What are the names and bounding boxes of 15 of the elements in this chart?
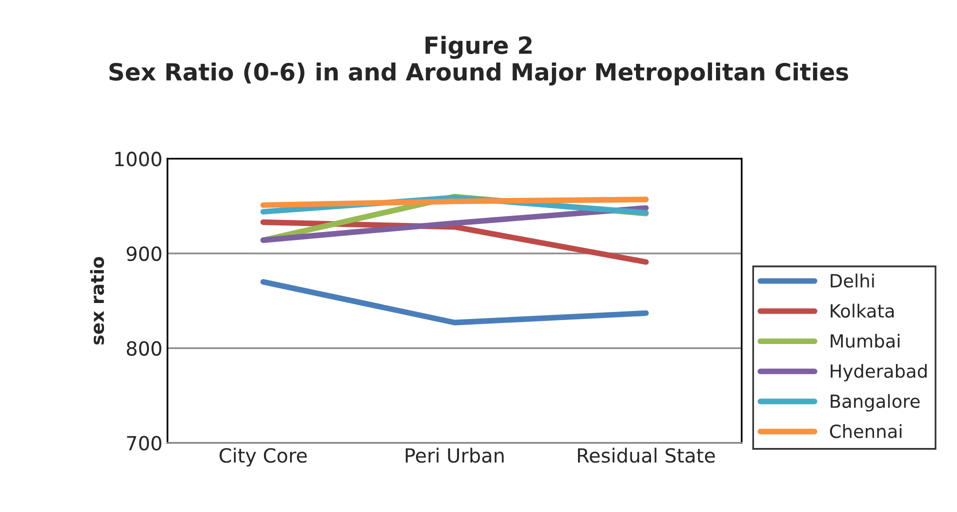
x-tick-label: Peri Urban (406, 448, 504, 463)
x-tick-label: City Core (220, 448, 307, 467)
y-tick-label: 800 (126, 341, 162, 356)
legend-label: Chennai (830, 424, 902, 438)
legend-label: Bangalore (830, 394, 920, 412)
y-tick-label: 700 (127, 436, 162, 451)
y-tick-label: 1000 (115, 152, 162, 166)
y-tick-label: 900 (126, 246, 162, 262)
legend-label: Mumbai (830, 334, 900, 348)
legend-label: Hyderabad (830, 364, 927, 382)
legend-label: Delhi (830, 274, 874, 288)
x-tick-label: Residual State (578, 448, 715, 463)
chart-title: Figure 2 Sex Ratio (0-6) in and Around Major Metropolitan Cities (109, 36, 848, 86)
y-axis-title: sex ratio (90, 256, 104, 344)
legend-label: Kolkata (830, 304, 894, 318)
